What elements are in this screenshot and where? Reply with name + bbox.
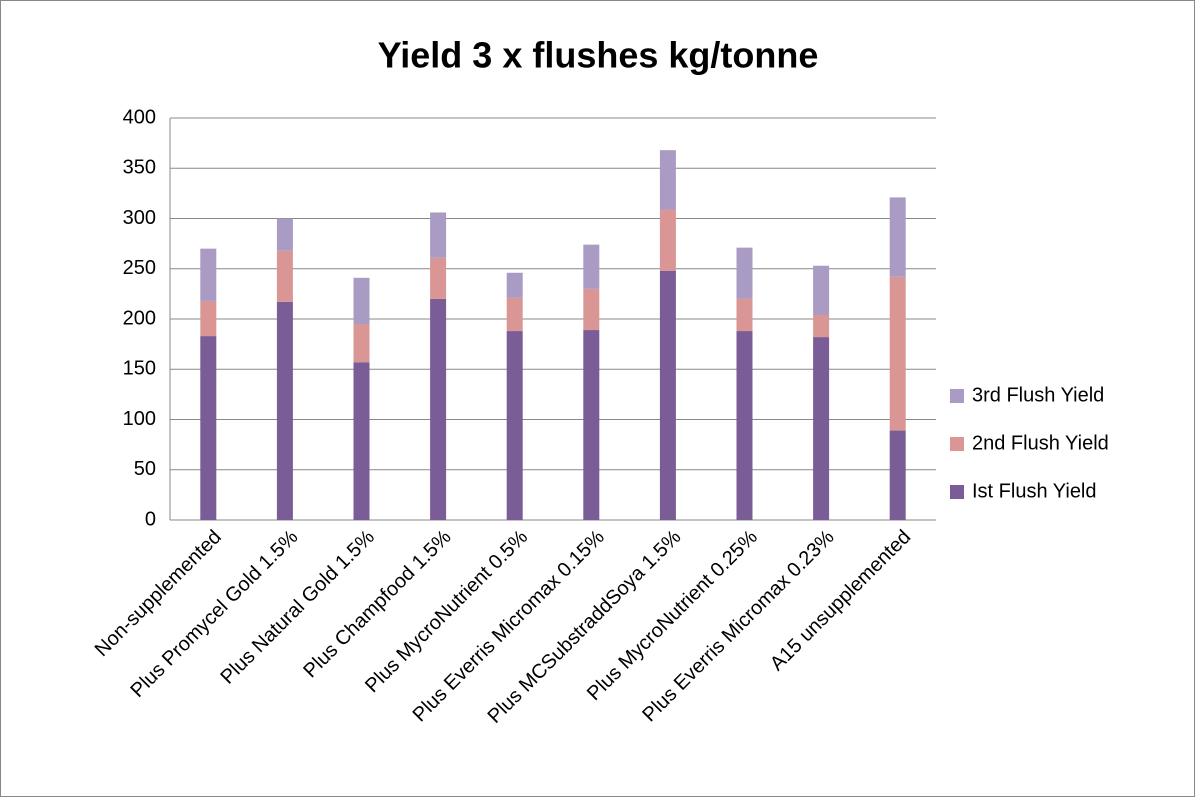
bar-segment xyxy=(736,298,753,332)
bar-segment xyxy=(736,247,753,299)
y-tick-label: 250 xyxy=(123,257,156,279)
legend-swatch xyxy=(950,389,964,403)
bar-segment xyxy=(430,298,447,520)
legend-swatch xyxy=(950,437,964,451)
y-tick-label: 400 xyxy=(123,106,156,128)
bar-segment xyxy=(659,150,676,210)
bar-segment xyxy=(200,300,217,337)
bar-segment xyxy=(583,244,600,289)
bar-segment xyxy=(430,257,447,299)
bar-segment xyxy=(889,197,906,277)
y-tick-label: 300 xyxy=(123,207,156,229)
bar-segment xyxy=(813,265,830,315)
bar-segment xyxy=(353,277,370,325)
bar-segment xyxy=(506,331,523,520)
bar-segment xyxy=(889,276,906,431)
bar-segment xyxy=(430,212,447,258)
y-tick-label: 50 xyxy=(134,458,156,480)
y-tick-label: 0 xyxy=(145,508,156,530)
bar-segment xyxy=(813,337,830,520)
bar-segment xyxy=(736,331,753,520)
bar-segment xyxy=(659,209,676,271)
legend-label: 2nd Flush Yield xyxy=(972,432,1109,454)
legend-label: 3rd Flush Yield xyxy=(972,384,1104,406)
bar-segment xyxy=(200,336,217,520)
chart-title: Yield 3 x flushes kg/tonne xyxy=(378,35,819,76)
bar-segment xyxy=(276,301,293,520)
bar-segment xyxy=(583,288,600,331)
bar-segment xyxy=(353,362,370,520)
bar-segment xyxy=(583,330,600,520)
bar-segment xyxy=(200,248,217,301)
y-tick-label: 150 xyxy=(123,358,156,380)
bar-segment xyxy=(813,314,830,338)
legend-label: Ist Flush Yield xyxy=(972,480,1097,502)
y-tick-label: 100 xyxy=(123,408,156,430)
bar-segment xyxy=(889,430,906,520)
bar-segment xyxy=(506,272,523,298)
y-tick-label: 200 xyxy=(123,307,156,329)
y-tick-label: 350 xyxy=(123,157,156,179)
bar-segment xyxy=(506,297,523,332)
bar-segment xyxy=(276,218,293,251)
bar-segment xyxy=(276,250,293,302)
bar-segment xyxy=(659,270,676,520)
legend-swatch xyxy=(950,485,964,499)
bar-segment xyxy=(353,324,370,363)
